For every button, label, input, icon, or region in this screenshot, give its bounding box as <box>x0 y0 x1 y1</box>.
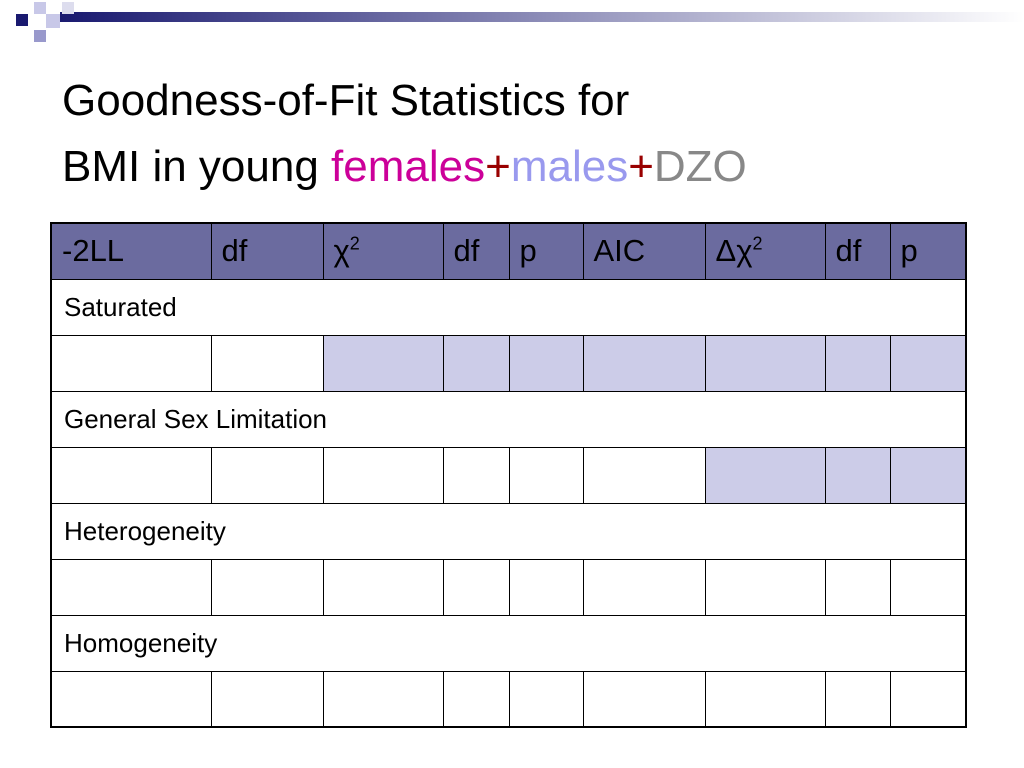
value-cell <box>824 446 891 504</box>
decoration <box>16 2 1024 42</box>
header-symbol: χ <box>333 233 350 269</box>
header-cell: -2LL <box>50 222 212 280</box>
section-row: Saturated <box>50 278 967 336</box>
value-cell <box>50 334 212 392</box>
value-cell <box>322 670 444 728</box>
section-row: Homogeneity <box>50 614 967 672</box>
section-row: General Sex Limitation <box>50 390 967 448</box>
value-cell <box>508 334 584 392</box>
square <box>16 14 28 26</box>
value-cell <box>322 334 444 392</box>
header-symbol: Δχ <box>715 233 753 269</box>
square <box>46 14 60 28</box>
top-bar <box>60 12 1024 22</box>
section-label: Saturated <box>50 278 967 336</box>
value-cell <box>889 334 967 392</box>
value-cell <box>582 670 706 728</box>
value-cell <box>508 446 584 504</box>
square <box>62 2 74 14</box>
fit-table: -2LL df χ2 df p AIC Δχ2 df p Saturated General Sex… <box>50 222 967 728</box>
section-label: General Sex Limitation <box>50 390 967 448</box>
value-row <box>50 334 967 392</box>
title-text: BMI in young <box>62 142 319 191</box>
value-cell <box>582 558 706 616</box>
title-line: Goodness-of-Fit Statistics for <box>62 76 630 125</box>
value-cell <box>889 670 967 728</box>
value-cell <box>322 558 444 616</box>
header-cell: χ2 <box>322 222 444 280</box>
square <box>34 30 46 42</box>
value-row <box>50 558 967 616</box>
value-cell <box>442 446 510 504</box>
value-cell <box>889 446 967 504</box>
section-label: Homogeneity <box>50 614 967 672</box>
value-cell <box>582 334 706 392</box>
value-cell <box>889 558 967 616</box>
header-cell: df <box>824 222 891 280</box>
value-cell <box>210 446 324 504</box>
header-cell: AIC <box>582 222 706 280</box>
value-cell <box>824 558 891 616</box>
title-text: + <box>628 142 654 191</box>
value-cell <box>508 558 584 616</box>
value-cell <box>704 558 826 616</box>
header-cell: df <box>442 222 510 280</box>
value-cell <box>210 558 324 616</box>
header-row: -2LL df χ2 df p AIC Δχ2 df p <box>50 222 967 280</box>
value-cell <box>442 334 510 392</box>
header-cell: p <box>508 222 584 280</box>
value-row <box>50 446 967 504</box>
value-cell <box>508 670 584 728</box>
title: Goodness-of-Fit Statistics for BMI in yo… <box>62 68 747 200</box>
section-row: Heterogeneity <box>50 502 967 560</box>
title-text: males <box>510 142 629 191</box>
header-cell: p <box>889 222 967 280</box>
value-cell <box>210 670 324 728</box>
header-cell: df <box>210 222 324 280</box>
section-label: Heterogeneity <box>50 502 967 560</box>
header-cell: Δχ2 <box>704 222 826 280</box>
value-cell <box>322 446 444 504</box>
square <box>34 2 46 14</box>
value-cell <box>704 670 826 728</box>
value-cell <box>50 446 212 504</box>
header-sup: 2 <box>752 233 763 254</box>
value-cell <box>824 670 891 728</box>
value-cell <box>210 334 324 392</box>
title-text: females <box>331 142 486 191</box>
value-row <box>50 670 967 728</box>
title-text: DZO <box>653 142 747 191</box>
value-cell <box>824 334 891 392</box>
value-cell <box>50 558 212 616</box>
title-text: + <box>485 142 511 191</box>
value-cell <box>582 446 706 504</box>
value-cell <box>50 670 212 728</box>
value-cell <box>704 334 826 392</box>
value-cell <box>704 446 826 504</box>
value-cell <box>442 558 510 616</box>
header-sup: 2 <box>349 233 360 254</box>
title-line: BMI in young females+males+DZO <box>62 134 747 200</box>
value-cell <box>442 670 510 728</box>
